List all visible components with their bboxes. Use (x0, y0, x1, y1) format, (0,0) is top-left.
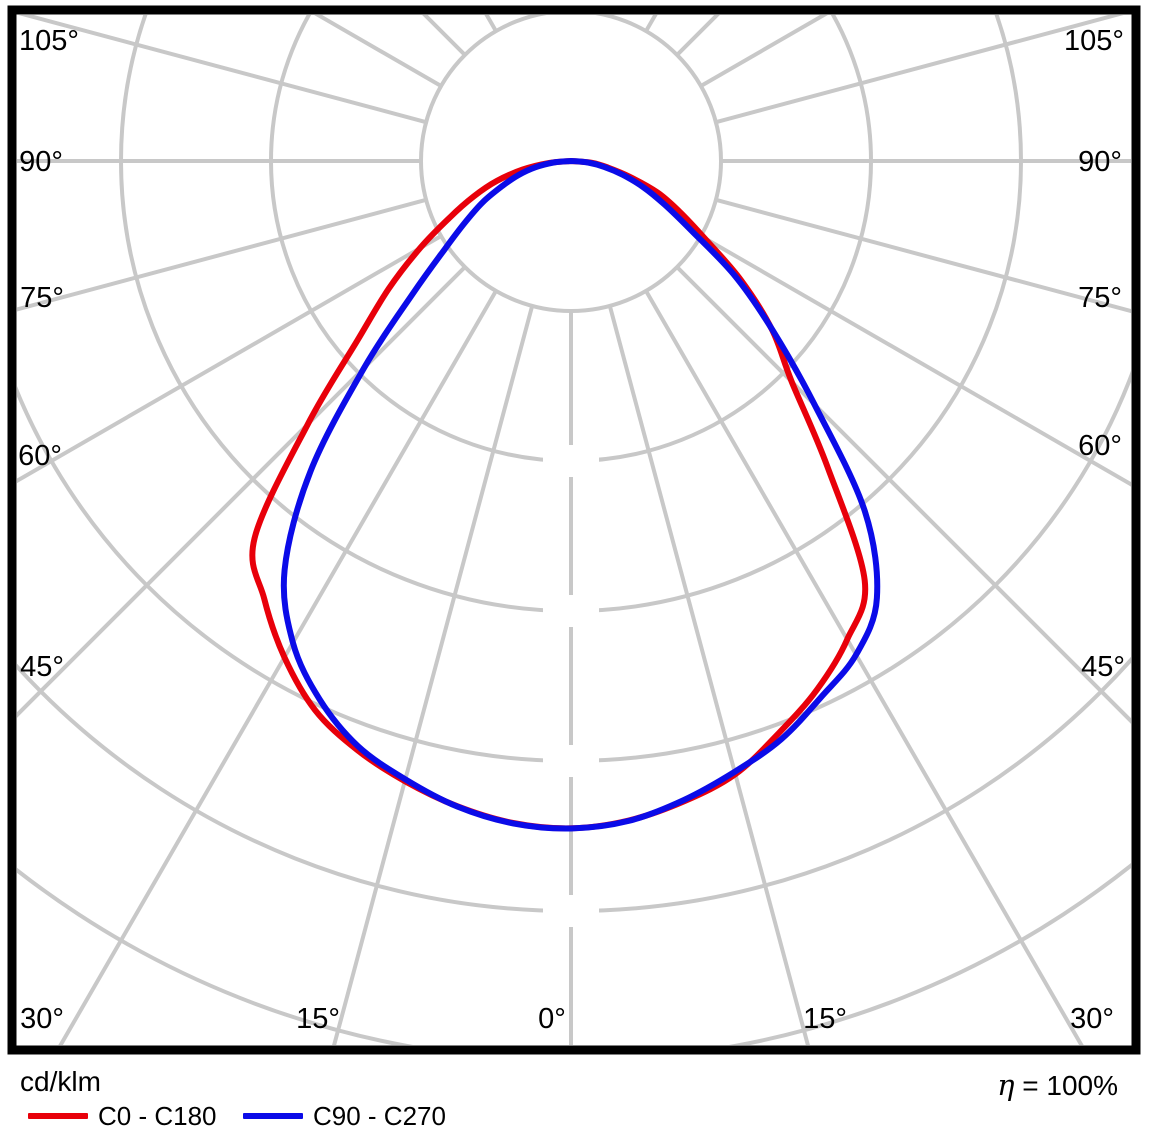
grid-ray (17, 265, 467, 718)
grid-ray (58, 289, 498, 1045)
angle-tick-label: 45° (20, 651, 64, 683)
angle-tick-label: 45° (1081, 651, 1125, 683)
angle-tick-label: 105° (19, 25, 79, 57)
legend-item-c0-c180: C0 - C180 (28, 1098, 217, 1134)
legend-item-label: C0 - C180 (98, 1100, 217, 1131)
grid-ray (715, 15, 1124, 125)
angle-tick-label: 0° (538, 1003, 566, 1035)
angle-tick-label: 30° (20, 1003, 64, 1035)
grid-ray (18, 15, 427, 125)
unit-label: cd/klm (20, 1066, 101, 1097)
angle-tick-label: 75° (20, 282, 64, 314)
legend-item-label: C90 - C270 (313, 1100, 446, 1131)
grid-ray (332, 305, 535, 1045)
angle-tick-label: 30° (1070, 1003, 1114, 1035)
curve-c90-c270 (280, 158, 881, 832)
grid-ray (699, 234, 1131, 487)
axis-value-box (543, 445, 599, 477)
angle-tick-label: 75° (1078, 282, 1122, 314)
legend-row: cd/klm η = 100% C0 - C180 C90 - C270 (0, 1056, 1164, 1140)
angle-tick-label: 60° (1078, 430, 1122, 462)
angle-tick-label: 90° (1078, 146, 1122, 178)
legend-line-red-icon (28, 1113, 88, 1119)
efficiency-value: = 100% (1014, 1070, 1118, 1101)
angle-tick-label: 105° (1064, 25, 1124, 57)
axis-value-box (543, 745, 599, 777)
angle-tick-label: 15° (803, 1003, 847, 1035)
grid-ray (644, 289, 1084, 1045)
angle-tick-label: 90° (19, 146, 63, 178)
legend-line-blue-icon (243, 1113, 303, 1119)
grid-ray (17, 234, 443, 484)
plot-frame (7, 5, 1141, 1055)
axis-value-box (543, 895, 599, 927)
legend-item-c90-c270: C90 - C270 (243, 1098, 446, 1134)
efficiency-label: η = 100% (997, 1068, 1118, 1102)
angle-tick-label: 15° (296, 1003, 340, 1035)
eta-symbol: η (997, 1068, 1015, 1102)
axis-value-box (543, 595, 599, 627)
angle-tick-label: 60° (18, 440, 62, 472)
grid-ring (17, 370, 1131, 763)
grid-ray (17, 197, 427, 312)
grid-ray (607, 305, 810, 1045)
grid-ray (715, 197, 1131, 314)
